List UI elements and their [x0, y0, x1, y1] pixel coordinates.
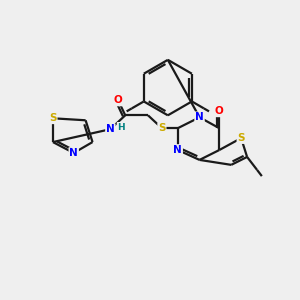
Text: S: S — [237, 133, 245, 143]
Text: N: N — [173, 145, 182, 155]
Text: S: S — [49, 113, 57, 123]
Text: O: O — [114, 95, 123, 106]
Text: O: O — [215, 106, 224, 116]
Text: N: N — [106, 124, 115, 134]
Text: H: H — [118, 123, 125, 132]
Text: S: S — [158, 123, 166, 133]
Text: N: N — [69, 148, 78, 158]
Text: N: N — [195, 112, 204, 122]
